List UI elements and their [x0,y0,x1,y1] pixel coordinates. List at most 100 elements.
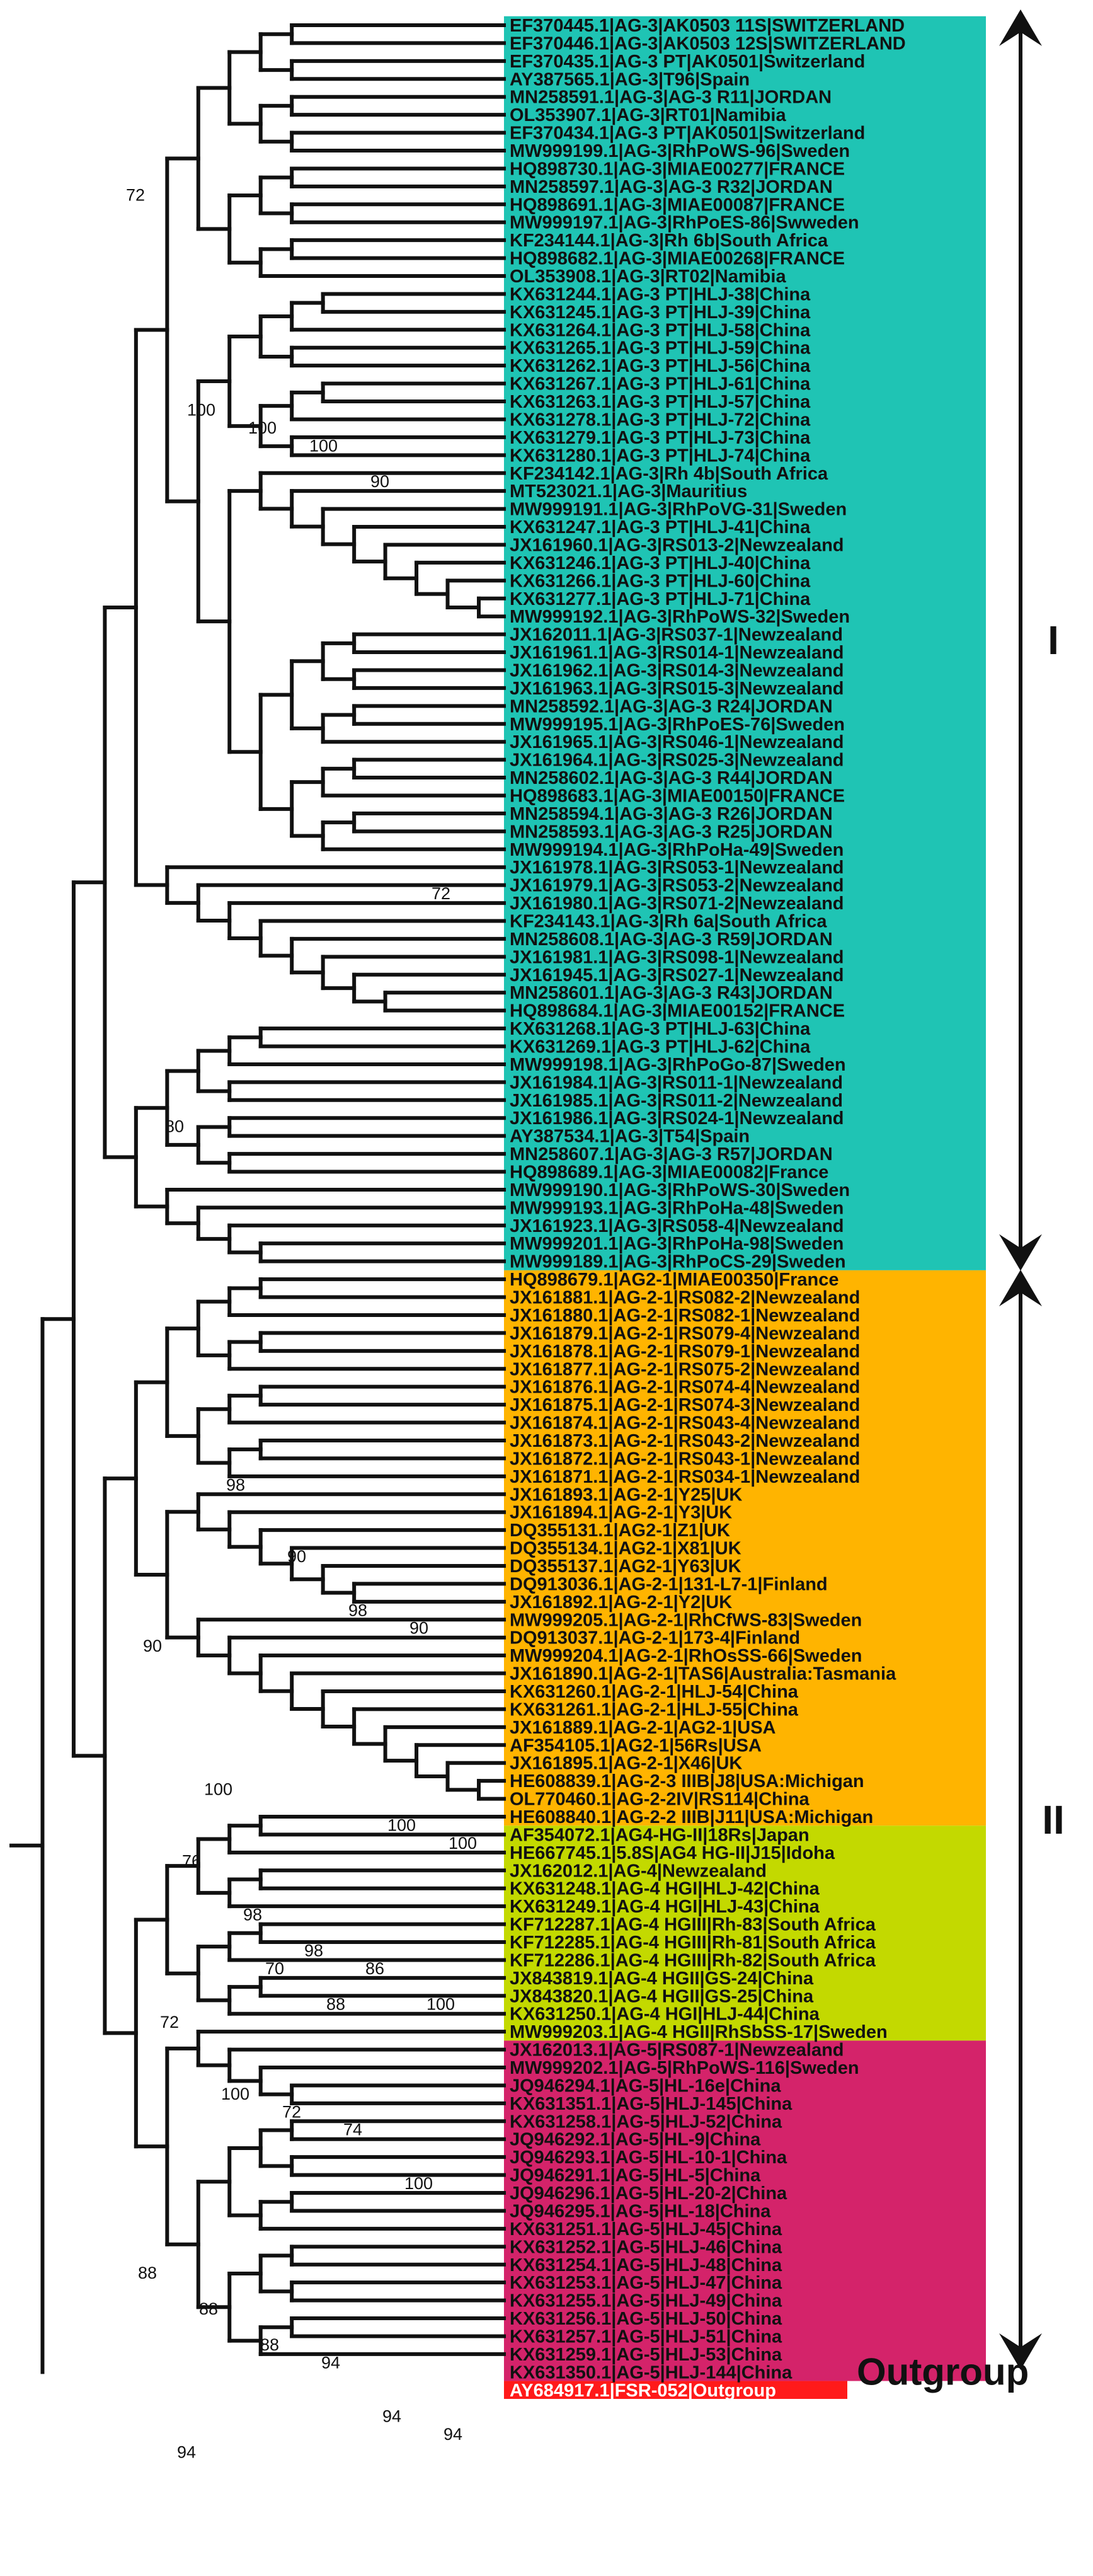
leaf-label: KX631280.1|AG-3 PT|HLJ-74|China [510,446,811,466]
leaf-label: JX161962.1|AG-3|RS014-3|Newzealand [510,660,844,681]
leaf-label: KX631351.1|AG-5|HLJ-145|China [510,2094,793,2114]
leaf-label: MN258602.1|AG-3|AG-3 R44|JORDAN [510,768,833,788]
support-value: 90 [409,1619,428,1638]
leaf-label: MN258601.1|AG-3|AG-3 R43|JORDAN [510,983,833,1003]
leaf-label: OL353907.1|AG-3|RT01|Namibia [510,105,786,125]
leaf-label: KX631266.1|AG-3 PT|HLJ-60|China [510,571,811,591]
support-value: 86 [365,1959,384,1978]
clade-ii-label: II [1042,1797,1065,1843]
leaf-label: HQ898689.1|AG-3|MIAE00082|France [510,1163,828,1183]
band-ag4 [504,1826,986,2041]
leaf-label: MW999192.1|AG-3|RhPoWS-32|Sweden [510,607,850,627]
leaf-label: MN258608.1|AG-3|AG-3 R59|JORDAN [510,929,833,950]
leaf-label: MW999195.1|AG-3|RhPoES-76|Sweden [510,715,845,735]
leaf-label: KX631279.1|AG-3 PT|HLJ-73|China [510,428,811,448]
band-ag5 [504,2040,986,2381]
leaf-labels: EF370445.1|AG-3|AK0503 11S|SWITZERLANDEF… [510,16,906,2401]
support-value: 88 [138,2263,157,2282]
support-value: 100 [204,1780,232,1799]
clade-i-arrow-head-bottom [999,1234,1042,1271]
band-ag2 [504,1270,986,1826]
leaf-label: JX161979.1|AG-3|RS053-2|Newzealand [510,876,844,896]
support-value: 88 [260,2335,279,2354]
leaf-label: JX161960.1|AG-3|RS013-2|Newzealand [510,535,844,555]
support-value: 70 [265,1959,284,1978]
support-value: 90 [370,472,389,491]
support-value: 100 [387,1815,416,1834]
support-value: 80 [165,1117,184,1136]
support-value: 72 [282,2102,301,2121]
leaf-label: KF712285.1|AG-4 HGIII|Rh-81|South Africa [510,1933,876,1953]
clade-ii-arrow-head-bottom [999,2333,1042,2370]
leaf-label: KX631253.1|AG-5|HLJ-47|China [510,2273,782,2293]
leaf-label: DQ913037.1|AG-2-1|173-4|Finland [510,1628,800,1648]
leaf-label: HQ898684.1|AG-3|MIAE00152|FRANCE [510,1001,845,1021]
leaf-label: MW999191.1|AG-3|RhPoVG-31|Sweden [510,500,847,520]
leaf-label: KF234144.1|AG-3|Rh 6b|South Africa [510,231,828,251]
leaf-label: JX161985.1|AG-3|RS011-2|Newzealand [510,1091,843,1111]
leaf-label: KX631350.1|AG-5|HLJ-144|China [510,2362,793,2383]
leaf-label: KX631278.1|AG-3 PT|HLJ-72|China [510,410,811,430]
leaf-label: JX161895.1|AG-2-1|X46|UK [510,1754,742,1774]
leaf-label: KF712287.1|AG-4 HGIII|Rh-83|South Africa [510,1915,876,1935]
support-value: 94 [177,2442,196,2461]
leaf-label: HE608840.1|AG-2-2 IIIB|J11|USA:Michigan [510,1807,873,1827]
support-value: 88 [199,2299,218,2318]
leaf-label: HQ898691.1|AG-3|MIAE00087|FRANCE [510,195,845,215]
leaf-label: MW999199.1|AG-3|RhPoWS-96|Sweden [510,141,850,161]
leaf-label: KX631258.1|AG-5|HLJ-52|China [510,2112,782,2132]
leaf-label: KX631267.1|AG-3 PT|HLJ-61|China [510,374,811,394]
leaf-label: AY387565.1|AG-3|T96|Spain [510,69,750,89]
leaf-label: JX161894.1|AG-2-1|Y3|UK [510,1503,732,1523]
support-value: 76 [182,1851,201,1870]
leaf-label: MW999193.1|AG-3|RhPoHa-48|Sweden [510,1198,844,1218]
leaf-label: JX161964.1|AG-3|RS025-3|Newzealand [510,750,844,771]
leaf-label: JX161877.1|AG-2-1|RS075-2|Newzealand [510,1359,860,1379]
leaf-label: DQ355134.1|AG2-1|X81|UK [510,1539,741,1559]
leaf-label: EF370435.1|AG-3 PT|AK0501|Switzerland [510,52,865,72]
leaf-label: KF234142.1|AG-3|Rh 4b|South Africa [510,464,828,484]
leaf-label: MW999204.1|AG-2-1|RhOsSS-66|Sweden [510,1646,862,1666]
leaf-label: JQ946295.1|AG-5|HL-18|China [510,2201,771,2221]
leaf-label: MW999194.1|AG-3|RhPoHa-49|Sweden [510,840,844,860]
leaf-label: AF354072.1|AG4-HG-II|18Rs|Japan [510,1825,810,1845]
leaf-label: KX631262.1|AG-3 PT|HLJ-56|China [510,356,811,376]
leaf-label: JX843820.1|AG-4 HGII|GS-25|China [510,1986,814,2006]
leaf-label: MW999197.1|AG-3|RhPoES-86|Swweden [510,213,859,233]
tree-branches [9,23,506,2374]
leaf-label: AF354105.1|AG2-1|56Rs|USA [510,1735,762,1756]
leaf-label: JX161874.1|AG-2-1|RS043-4|Newzealand [510,1413,860,1434]
leaf-label: JX161876.1|AG-2-1|RS074-4|Newzealand [510,1377,860,1398]
leaf-label: EF370446.1|AG-3|AK0503 12S|SWITZERLAND [510,33,906,54]
leaf-label: JX161892.1|AG-2-1|Y2|UK [510,1592,732,1613]
leaf-label: JQ946294.1|AG-5|HL-16e|China [510,2076,781,2096]
clade-i-arrow-head-top [999,9,1042,46]
leaf-label: KX631260.1|AG-2-1|HLJ-54|China [510,1682,799,1702]
outgroup-label: Outgroup [857,2350,1029,2393]
leaf-label: JX162012.1|AG-4|Newzealand [510,1861,767,1881]
leaf-label: JX161880.1|AG-2-1|RS082-1|Newzealand [510,1306,860,1326]
leaf-label: DQ913036.1|AG-2-1|131-L7-1|Finland [510,1574,828,1594]
leaf-label: JX161893.1|AG-2-1|Y25|UK [510,1485,742,1505]
leaf-label: JX161986.1|AG-3|RS024-1|Newzealand [510,1108,844,1129]
leaf-label: JQ946292.1|AG-5|HL-9|China [510,2130,761,2150]
leaf-label: KX631257.1|AG-5|HLJ-51|China [510,2326,782,2347]
support-value: 90 [287,1547,306,1566]
support-value: 94 [443,2425,462,2444]
leaf-label: JX162011.1|AG-3|RS037-1|Newzealand [510,625,843,645]
leaf-label: HQ898683.1|AG-3|MIAE00150|FRANCE [510,786,845,806]
clade-i-label: I [1048,618,1059,663]
support-value: 72 [126,185,145,204]
support-value: 72 [432,884,450,903]
leaf-label: KX631250.1|AG-4 HGI|HLJ-44|China [510,2004,820,2025]
leaf-label: DQ355131.1|AG2-1|Z1|UK [510,1521,730,1541]
leaf-label: JX161872.1|AG-2-1|RS043-1|Newzealand [510,1449,860,1469]
leaf-label: KX631259.1|AG-5|HLJ-53|China [510,2345,782,2365]
support-value: 100 [248,418,277,437]
support-value: 90 [143,1636,162,1655]
leaf-label: KX631265.1|AG-3 PT|HLJ-59|China [510,338,811,359]
leaf-label: MN258594.1|AG-3|AG-3 R26|JORDAN [510,804,833,824]
leaf-label: JQ946296.1|AG-5|HL-20-2|China [510,2183,787,2204]
clade-ii-arrow-head-top [999,1270,1042,1307]
leaf-label: MW999189.1|AG-3|RhPoCS-29|Sweden [510,1252,846,1272]
